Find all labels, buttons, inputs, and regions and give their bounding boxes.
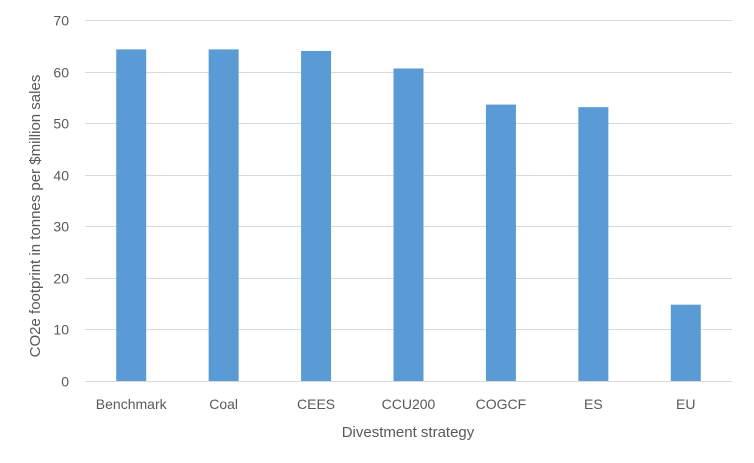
x-tick-label: ES <box>584 396 603 412</box>
y-tick-label: 20 <box>53 271 69 287</box>
bar-eu <box>670 304 701 381</box>
x-axis-title: Divestment strategy <box>342 424 475 441</box>
x-tick-label: Coal <box>209 396 238 412</box>
bar-cogcf <box>485 104 516 381</box>
y-tick-label: 70 <box>53 13 69 29</box>
bar-benchmark <box>116 49 147 381</box>
y-tick-label: 0 <box>61 374 69 390</box>
y-tick-label: 50 <box>53 116 69 132</box>
bars <box>116 49 701 382</box>
y-axis-ticks: 0 10 20 30 40 50 60 70 <box>53 13 69 390</box>
y-axis-title: CO2e footprint in tonnes per $million sa… <box>27 75 44 358</box>
y-tick-label: 30 <box>53 219 69 235</box>
bar-coal <box>208 49 239 381</box>
x-tick-label: EU <box>676 396 695 412</box>
bar-cees <box>301 50 332 381</box>
bar-ccu200 <box>393 68 424 381</box>
y-tick-label: 10 <box>53 322 69 338</box>
y-tick-label: 40 <box>53 168 69 184</box>
x-tick-label: CEES <box>297 396 335 412</box>
x-axis-ticks: Benchmark Coal CEES CCU200 COGCF ES EU <box>96 396 696 412</box>
x-tick-label: COGCF <box>476 396 527 412</box>
bar-es <box>578 107 609 382</box>
x-tick-label: Benchmark <box>96 396 168 412</box>
x-tick-label: CCU200 <box>382 396 436 412</box>
y-tick-label: 60 <box>53 65 69 81</box>
